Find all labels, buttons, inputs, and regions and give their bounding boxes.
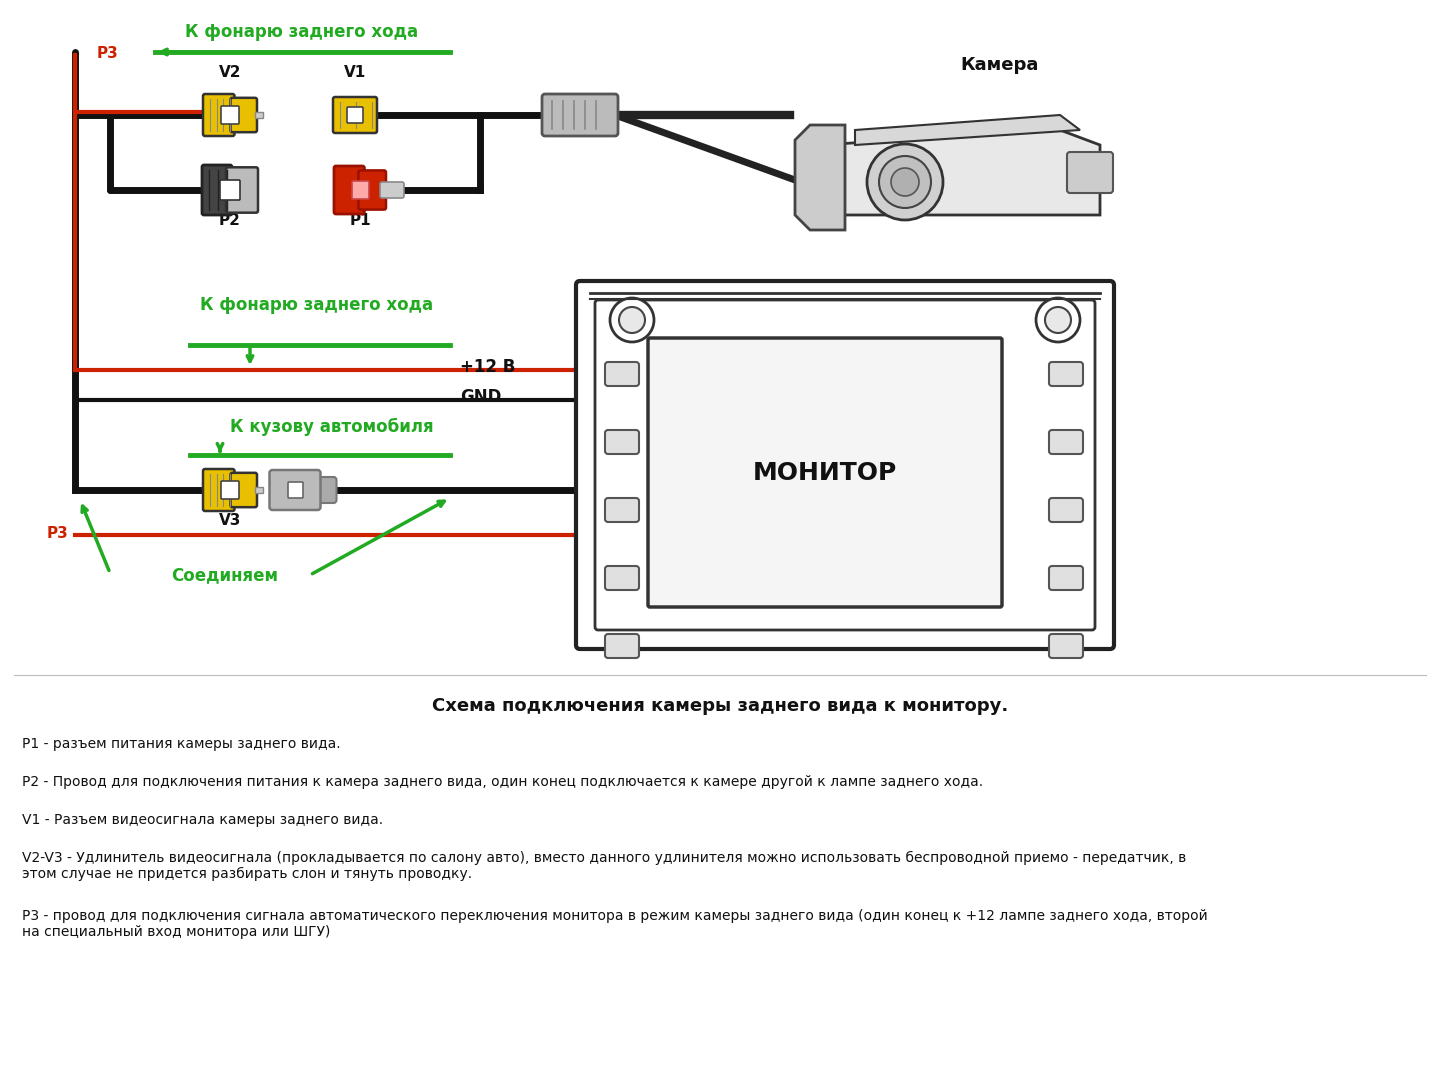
Polygon shape xyxy=(819,130,1100,215)
FancyBboxPatch shape xyxy=(220,180,240,200)
Text: V2: V2 xyxy=(219,65,242,80)
FancyBboxPatch shape xyxy=(1048,498,1083,522)
FancyBboxPatch shape xyxy=(203,94,235,136)
FancyBboxPatch shape xyxy=(351,181,369,199)
FancyBboxPatch shape xyxy=(203,470,235,511)
Text: К фонарю заднего хода: К фонарю заднего хода xyxy=(184,23,418,41)
FancyBboxPatch shape xyxy=(226,167,258,212)
FancyBboxPatch shape xyxy=(595,300,1094,630)
Text: К кузову автомобиля: К кузову автомобиля xyxy=(230,418,433,436)
Bar xyxy=(255,111,264,118)
Text: P1: P1 xyxy=(348,213,372,228)
FancyBboxPatch shape xyxy=(230,98,256,132)
FancyBboxPatch shape xyxy=(1048,634,1083,658)
FancyBboxPatch shape xyxy=(576,281,1115,649)
FancyBboxPatch shape xyxy=(202,165,232,215)
FancyBboxPatch shape xyxy=(220,481,239,498)
Text: P1 - разъем питания камеры заднего вида.: P1 - разъем питания камеры заднего вида. xyxy=(22,738,341,751)
Circle shape xyxy=(867,144,943,220)
Text: Соединяем: Соединяем xyxy=(171,566,278,584)
FancyBboxPatch shape xyxy=(605,362,639,386)
Circle shape xyxy=(619,307,645,333)
FancyBboxPatch shape xyxy=(1048,566,1083,590)
Text: V2-V3 - Удлинитель видеосигнала (прокладывается по салону авто), вместо данного : V2-V3 - Удлинитель видеосигнала (проклад… xyxy=(22,851,1187,881)
Text: P3: P3 xyxy=(46,526,68,541)
Circle shape xyxy=(891,168,919,196)
FancyBboxPatch shape xyxy=(605,498,639,522)
Text: Схема подключения камеры заднего вида к монитору.: Схема подключения камеры заднего вида к … xyxy=(432,697,1008,715)
Text: V1: V1 xyxy=(344,65,366,80)
FancyBboxPatch shape xyxy=(1067,152,1113,193)
FancyBboxPatch shape xyxy=(333,96,377,133)
FancyBboxPatch shape xyxy=(541,94,618,136)
FancyBboxPatch shape xyxy=(605,634,639,658)
Text: GND: GND xyxy=(459,388,501,406)
FancyBboxPatch shape xyxy=(347,107,363,123)
Text: Камера: Камера xyxy=(960,56,1038,74)
Text: +12 В: +12 В xyxy=(459,358,516,376)
FancyBboxPatch shape xyxy=(359,170,386,210)
Bar xyxy=(255,487,264,493)
Circle shape xyxy=(878,157,932,208)
FancyBboxPatch shape xyxy=(288,482,302,498)
Circle shape xyxy=(611,298,654,342)
FancyBboxPatch shape xyxy=(1048,362,1083,386)
FancyBboxPatch shape xyxy=(380,182,405,198)
FancyBboxPatch shape xyxy=(269,470,321,510)
Circle shape xyxy=(1035,298,1080,342)
Text: V3: V3 xyxy=(219,513,240,528)
Text: P2: P2 xyxy=(219,213,240,228)
Polygon shape xyxy=(855,115,1080,145)
Polygon shape xyxy=(795,125,845,230)
Circle shape xyxy=(1045,307,1071,333)
FancyBboxPatch shape xyxy=(311,477,337,503)
Text: V1 - Разъем видеосигнала камеры заднего вида.: V1 - Разъем видеосигнала камеры заднего … xyxy=(22,813,383,827)
Text: P3: P3 xyxy=(96,46,120,61)
FancyBboxPatch shape xyxy=(605,430,639,455)
FancyBboxPatch shape xyxy=(648,338,1002,607)
FancyBboxPatch shape xyxy=(230,473,256,507)
Text: P2 - Провод для подключения питания к камера заднего вида, один конец подключает: P2 - Провод для подключения питания к ка… xyxy=(22,775,984,789)
FancyBboxPatch shape xyxy=(220,106,239,124)
FancyBboxPatch shape xyxy=(605,566,639,590)
FancyBboxPatch shape xyxy=(1048,430,1083,455)
Text: К фонарю заднего хода: К фонарю заднего хода xyxy=(200,296,433,314)
FancyBboxPatch shape xyxy=(334,166,364,214)
Text: P3 - провод для подключения сигнала автоматического переключения монитора в режи: P3 - провод для подключения сигнала авто… xyxy=(22,909,1208,939)
Text: МОНИТОР: МОНИТОР xyxy=(753,461,897,485)
